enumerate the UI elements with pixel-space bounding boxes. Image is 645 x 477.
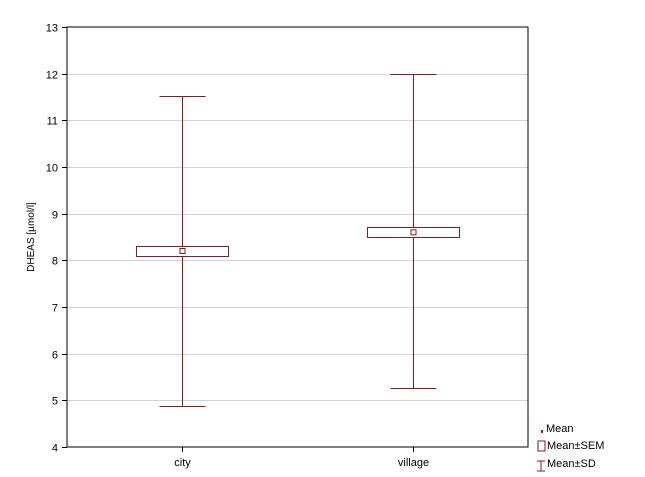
sem-box: [136, 246, 229, 257]
x-axis: city village: [174, 447, 429, 469]
plot-frame: [66, 26, 529, 448]
y-tick-label: 8: [52, 256, 58, 268]
legend-sd-marker: [537, 460, 545, 472]
legend: Mean Mean±SEM Mean±SD: [537, 423, 604, 472]
legend-item-mean: Mean: [546, 423, 574, 435]
y-tick-label: 4: [52, 443, 58, 455]
y-tick-label: 5: [52, 396, 58, 408]
legend-sem-marker: [537, 440, 546, 452]
legend-item-sd: Mean±SD: [547, 458, 596, 470]
sem-box: [367, 227, 460, 238]
y-axis-label: DHEAS [µmol/l]: [26, 202, 37, 272]
plot-marks: [136, 74, 460, 407]
y-tick-label: 11: [47, 116, 58, 128]
box-village: [367, 74, 460, 389]
y-tick-label: 10: [46, 163, 58, 175]
y-tick-label: 9: [52, 210, 58, 222]
legend-item-sem: Mean±SEM: [547, 440, 604, 452]
y-tick-label: 13: [46, 23, 58, 35]
mean-point: [179, 248, 186, 254]
x-tick-label-city: city: [174, 457, 191, 469]
legend-mean-marker: [541, 430, 543, 433]
grid-lines: [67, 74, 528, 401]
y-axis: 4 5 6 7 8 9 10 11 12 13: [46, 23, 67, 455]
x-tick-label-village: village: [398, 457, 429, 469]
y-tick-label: 6: [52, 350, 58, 362]
y-tick-label: 7: [52, 303, 58, 315]
y-tick-label: 12: [46, 70, 58, 82]
box-city: [136, 96, 229, 407]
mean-point: [410, 229, 417, 236]
